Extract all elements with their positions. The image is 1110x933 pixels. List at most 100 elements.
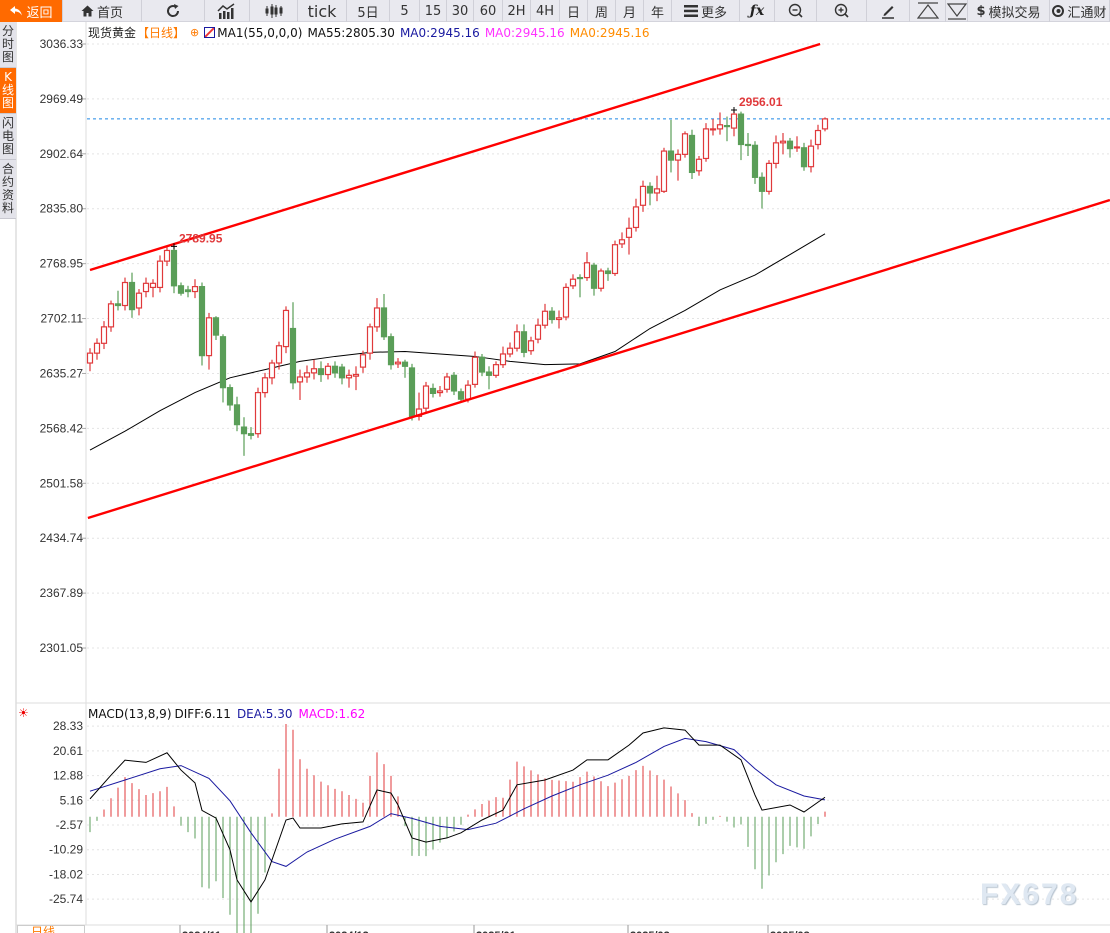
crosshair-icon[interactable]: ⊕ [190, 26, 200, 39]
diff-value: DIFF:6.11 [174, 707, 231, 721]
candle-body [478, 356, 486, 373]
toolbar-button-item-7[interactable]: 5 [390, 0, 420, 22]
candle [268, 359, 276, 385]
y-tick-label: 2501.58 [40, 476, 84, 490]
candle-body [611, 244, 619, 275]
candle [492, 361, 500, 378]
high-marker-icon [171, 243, 177, 250]
toolbar-button-menu[interactable]: 更多 [672, 0, 740, 22]
toolbar-button-line-chart[interactable] [205, 0, 250, 22]
toolbar-button-item-14[interactable]: 周 [588, 0, 616, 22]
candle-body [345, 374, 353, 379]
candle-body [737, 113, 745, 146]
toolbar-label: 2H [507, 3, 526, 19]
line-chart-icon [217, 3, 237, 19]
candle [744, 132, 752, 156]
candle-body [499, 353, 507, 366]
candle [240, 417, 248, 456]
back-button[interactable]: 返回 [0, 0, 63, 22]
candle [709, 119, 717, 136]
toolbar-label: 60 [479, 3, 497, 19]
toolbar-button-item-8[interactable]: 15 [420, 0, 447, 22]
candle [100, 321, 108, 350]
high-price-label: 2789.95 [179, 231, 223, 245]
candle-body [709, 128, 717, 131]
triangle-down-icon [946, 2, 967, 20]
candle-body [695, 158, 703, 172]
candle-body [268, 362, 276, 379]
candle [527, 336, 535, 355]
candle [261, 372, 269, 398]
candle [821, 117, 829, 132]
candle [562, 283, 570, 321]
toolbar-label: 模拟交易 [988, 5, 1041, 21]
candle [765, 160, 773, 195]
candle [114, 290, 122, 311]
candle-body [562, 286, 570, 318]
candle [478, 353, 486, 377]
candle [625, 217, 633, 255]
toolbar-button-refresh[interactable] [142, 0, 205, 22]
y-tick-label: 2768.95 [40, 257, 84, 271]
candle-body [597, 270, 605, 289]
macd-legend: MACD(13,8,9) DIFF:6.11 DEA:5.30 MACD:1.6… [88, 707, 365, 721]
candle-body [639, 185, 647, 206]
candle-body [317, 368, 325, 376]
candle-body [408, 367, 416, 418]
indicator-icon[interactable] [204, 27, 216, 38]
toolbar-button-home[interactable]: 首页 [63, 0, 142, 22]
period-label: 【日线】 [137, 26, 186, 40]
candle [548, 307, 556, 324]
candle-body [415, 408, 423, 418]
candle-body [555, 317, 563, 321]
toolbar-button-candlestick[interactable] [250, 0, 298, 22]
macd-settings-icon[interactable]: ☀ [18, 706, 29, 720]
period-tab[interactable]: 日线 [17, 925, 85, 933]
candle [233, 396, 241, 432]
candle [226, 384, 234, 411]
triangle-up-icon [916, 2, 939, 20]
toolbar-button-swirl[interactable]: 汇通财 [1050, 0, 1110, 22]
toolbar-button-zoom-out[interactable] [775, 0, 817, 22]
toolbar-button-item-6[interactable]: 5日 [347, 0, 390, 22]
toolbar-button-item-12[interactable]: 4H [531, 0, 560, 22]
toolbar-label: 返回 [26, 5, 53, 21]
candle [674, 149, 682, 181]
toolbar-button-triangle-down[interactable] [946, 0, 968, 22]
candle [422, 381, 430, 413]
sidebar-tab-1[interactable]: K线图 [0, 68, 16, 114]
candle [485, 366, 493, 390]
toolbar-button-pen[interactable] [867, 0, 910, 22]
macd-y-tick-label: -18.02 [49, 867, 83, 881]
candle-body [331, 365, 339, 374]
toolbar-button-triangle-up[interactable] [910, 0, 946, 22]
toolbar-button-item-9[interactable]: 30 [447, 0, 474, 22]
candle [170, 246, 178, 294]
candle-body [758, 176, 766, 192]
candle [352, 366, 360, 391]
candle-body [303, 372, 311, 378]
candle-body [212, 317, 220, 336]
toolbar-button-fx[interactable]: ƒx [740, 0, 775, 22]
candle-body [177, 285, 185, 294]
toolbar-button-item-10[interactable]: 60 [474, 0, 503, 22]
toolbar-button-item-5[interactable]: tick [298, 0, 347, 22]
toolbar-button-item-15[interactable]: 月 [616, 0, 644, 22]
candle [254, 387, 262, 438]
toolbar-button-item-16[interactable]: 年 [644, 0, 672, 22]
candle [205, 312, 213, 370]
sidebar-tab-3[interactable]: 合约资料 [0, 160, 16, 219]
candle-body [450, 374, 458, 392]
candle-body [814, 129, 822, 146]
candle [198, 282, 206, 366]
main-chart-legend: 现货黄金 【日线】 ⊕ MA1(55,0,0,0) MA55:2805.30 M… [88, 24, 650, 41]
toolbar-button-zoom-in[interactable] [817, 0, 867, 22]
toolbar-button-item-13[interactable]: 日 [560, 0, 588, 22]
toolbar-button-item-11[interactable]: 2H [503, 0, 531, 22]
sidebar-tab-2[interactable]: 闪电图 [0, 114, 16, 160]
candle [128, 272, 136, 318]
sidebar-tab-0[interactable]: 分时图 [0, 22, 16, 68]
candle-body [548, 310, 556, 321]
toolbar-button-dollar[interactable]: $ 模拟交易 [968, 0, 1050, 22]
